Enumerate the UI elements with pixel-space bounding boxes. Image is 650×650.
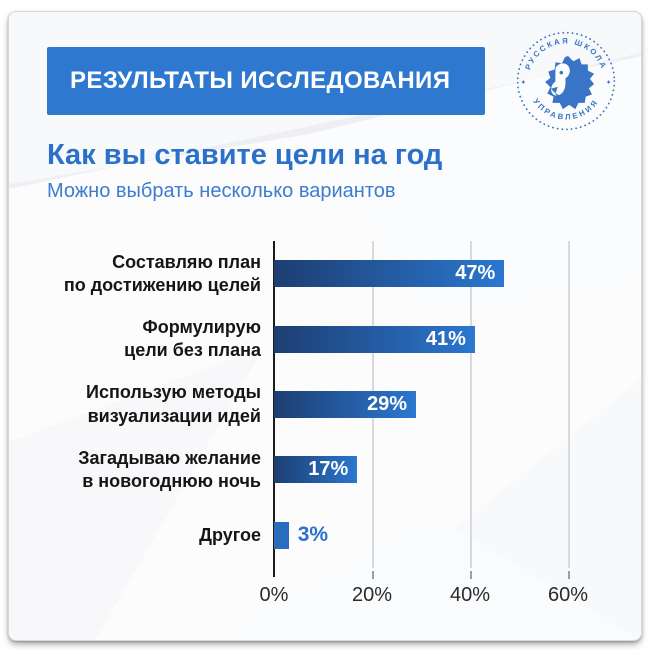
chart-subtitle: Можно выбрать несколько вариантов (47, 180, 396, 202)
category-label: Загадываю желание в новогоднюю ночь (78, 447, 261, 491)
x-tick-mark (568, 571, 570, 579)
chart-title: Как вы ставите цели на год (47, 139, 443, 171)
x-tick-label: 60% (547, 584, 589, 606)
x-tick-mark (470, 571, 472, 579)
bar: 17% (274, 456, 358, 484)
logo-dotted-ring (516, 31, 616, 131)
chart-row: Загадываю желание в новогоднюю ночь 17% (39, 437, 617, 502)
bar-track: 41% (274, 325, 617, 353)
chart-row: Составляю план по достижению целей 47% (39, 241, 617, 306)
bar-value: 17% (308, 458, 349, 481)
bar-value: 41% (425, 327, 466, 350)
category-label: Составляю план по достижению целей (63, 251, 261, 295)
chart-row: Формулирую цели без плана 41% (39, 306, 617, 371)
bar: 29% (274, 391, 417, 419)
x-tick-label: 40% (449, 584, 491, 606)
bar (274, 521, 289, 549)
bar-track: 47% (274, 260, 617, 288)
category-label: Формулирую цели без плана (124, 317, 261, 361)
bar-track: 17% (274, 456, 617, 484)
chart-row: Другое 3% (39, 503, 617, 568)
bar: 47% (274, 260, 505, 288)
bar-chart: 0% 20% 40% 60% Составляю план по достижению … (39, 241, 617, 636)
bar-track: 29% (274, 391, 617, 419)
logo-star-left: ✦ (521, 79, 527, 87)
category-label: Другое (199, 524, 261, 545)
x-tick-label: 0% (259, 584, 289, 606)
results-banner: РЕЗУЛЬТАТЫ ИССЛЕДОВАНИЯ (47, 47, 485, 115)
rsu-logo: РУССКАЯ ШКОЛА УПРАВЛЕНИЯ ✦ ✦ (516, 31, 616, 131)
x-tick-label: 20% (351, 584, 393, 606)
chart-rows: Составляю план по достижению целей 47% Форм… (39, 241, 617, 568)
x-tick-mark (372, 571, 374, 579)
bar-value: 29% (367, 393, 408, 416)
bar-value: 3% (297, 523, 329, 547)
infographic-card: РЕЗУЛЬТАТЫ ИССЛЕДОВАНИЯ РУССКАЯ ШКОЛА УП… (8, 11, 642, 641)
bar: 41% (274, 325, 475, 353)
results-banner-label: РЕЗУЛЬТАТЫ ИССЛЕДОВАНИЯ (70, 67, 451, 94)
bar-value: 47% (455, 262, 496, 285)
chart-row: Использую методы визуализации идей 29% (39, 372, 617, 437)
category-label: Использую методы визуализации идей (86, 382, 261, 426)
lion-icon (545, 56, 595, 110)
bar-track: 3% (274, 521, 617, 549)
logo-star-right: ✦ (606, 79, 612, 87)
